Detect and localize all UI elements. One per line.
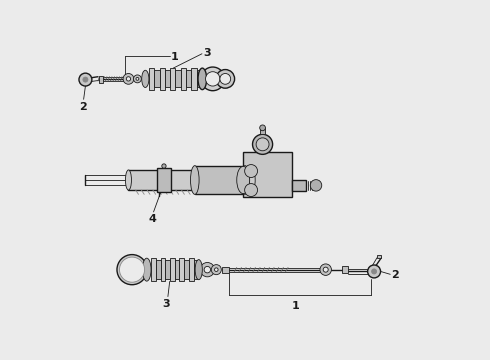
Polygon shape [192, 68, 196, 90]
Polygon shape [151, 258, 156, 281]
Circle shape [136, 77, 139, 80]
Ellipse shape [237, 166, 250, 194]
Ellipse shape [198, 68, 207, 90]
Text: 3: 3 [203, 48, 211, 58]
Text: 3: 3 [162, 299, 170, 309]
Polygon shape [160, 68, 165, 90]
Ellipse shape [142, 70, 149, 87]
Polygon shape [156, 260, 161, 279]
Ellipse shape [143, 258, 151, 281]
Bar [99, 76, 103, 83]
Circle shape [260, 125, 266, 131]
Circle shape [83, 77, 88, 82]
Polygon shape [175, 70, 181, 87]
Polygon shape [161, 258, 165, 281]
Circle shape [204, 266, 211, 273]
Circle shape [252, 134, 272, 154]
Circle shape [120, 257, 145, 282]
Bar [128, 170, 252, 190]
Bar [221, 267, 229, 273]
Circle shape [79, 73, 92, 86]
Circle shape [323, 267, 328, 272]
Circle shape [216, 69, 235, 88]
Circle shape [245, 165, 258, 177]
Bar [342, 266, 348, 273]
Circle shape [133, 75, 141, 83]
Ellipse shape [249, 170, 255, 190]
Circle shape [256, 138, 269, 151]
Circle shape [368, 265, 381, 278]
Polygon shape [186, 70, 192, 87]
Bar [377, 255, 381, 258]
Polygon shape [194, 260, 198, 279]
Circle shape [205, 72, 220, 86]
Bar [292, 180, 306, 191]
Polygon shape [165, 260, 170, 279]
Circle shape [320, 264, 331, 275]
Polygon shape [149, 68, 154, 90]
Ellipse shape [241, 166, 249, 194]
Polygon shape [184, 260, 189, 279]
Text: 1: 1 [292, 301, 299, 311]
Polygon shape [179, 258, 184, 281]
Polygon shape [181, 68, 186, 90]
Circle shape [162, 164, 166, 168]
Polygon shape [165, 70, 170, 87]
Circle shape [117, 255, 147, 285]
Circle shape [211, 265, 221, 275]
Circle shape [371, 269, 377, 274]
Text: 2: 2 [392, 270, 399, 280]
Circle shape [123, 73, 134, 84]
Polygon shape [175, 260, 179, 279]
Circle shape [245, 184, 258, 197]
Circle shape [200, 262, 215, 277]
Ellipse shape [195, 260, 202, 280]
Circle shape [122, 260, 142, 280]
Bar [157, 168, 171, 192]
Bar [243, 152, 292, 197]
Polygon shape [170, 258, 175, 281]
Circle shape [201, 67, 224, 91]
Circle shape [310, 180, 322, 191]
Ellipse shape [191, 166, 199, 194]
Bar [260, 128, 265, 134]
Text: 2: 2 [79, 102, 86, 112]
Polygon shape [154, 70, 160, 87]
Circle shape [126, 77, 131, 81]
Circle shape [220, 73, 231, 84]
Polygon shape [196, 70, 202, 87]
Circle shape [215, 268, 218, 271]
Text: 4: 4 [149, 215, 157, 224]
Bar [195, 166, 245, 194]
Polygon shape [189, 258, 194, 281]
Ellipse shape [125, 170, 131, 190]
Text: 1: 1 [171, 51, 178, 62]
Polygon shape [170, 68, 175, 90]
